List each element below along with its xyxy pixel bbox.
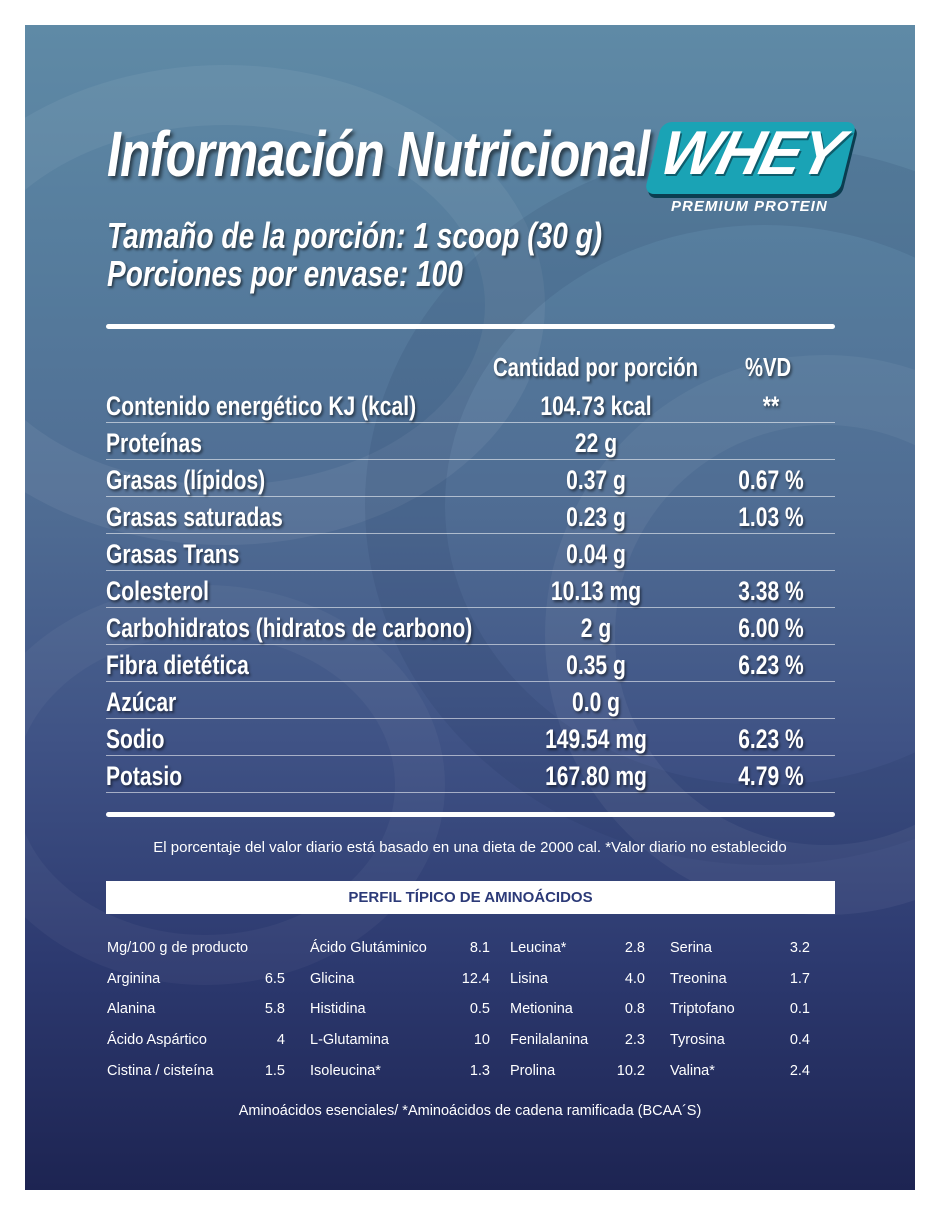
nutrient-amount: 0.04 g <box>566 539 626 569</box>
nutrient-dv: ** <box>762 391 780 421</box>
amino-name: Serina <box>670 940 712 956</box>
amino-name: Metionina <box>510 1001 573 1018</box>
divider-bottom <box>106 812 835 817</box>
nutrient-dv: 4.79 % <box>738 761 804 791</box>
amino-name: Fenilalanina <box>510 1032 589 1049</box>
amino-value: 1.5 <box>264 1062 285 1079</box>
amino-title-bar: PERFIL TÍPICO DE AMINOÁCIDOS <box>106 881 835 914</box>
nutrient-name: Sodio <box>106 724 165 754</box>
amino-footer: Aminoácidos esenciales/ *Aminoácidos de … <box>238 1103 702 1119</box>
amino-name: Ácido Glutáminico <box>310 940 427 956</box>
amino-value: 10 <box>473 1032 490 1049</box>
servings-per-container: Porciones por envase: 100 <box>107 253 463 294</box>
table-row: Grasas (lípidos) 0.37 g 0.67 % <box>106 459 835 497</box>
nutrient-amount: 2 g <box>580 613 612 643</box>
table-row: Carbohidratos (hidratos de carbono) 2 g 6.… <box>106 607 835 645</box>
amino-value: 0.8 <box>624 1001 645 1018</box>
amino-value: 6.5 <box>264 970 285 987</box>
amino-name: Treonina <box>670 970 727 987</box>
amino-name: Ácido Aspártico <box>107 1032 207 1049</box>
amino-value: 10.2 <box>616 1062 645 1079</box>
amino-value: 5.8 <box>264 1001 285 1018</box>
whey-logo: WHEY PREMIUM PROTEIN <box>644 119 857 222</box>
logo-tagline: PREMIUM PROTEIN <box>671 198 828 215</box>
table-row: Sodio 149.54 mg 6.23 % <box>106 718 835 756</box>
amino-name: Tyrosina <box>670 1032 725 1049</box>
nutrient-dv: 0.67 % <box>738 465 804 495</box>
nutrient-name: Potasio <box>106 761 183 791</box>
nutrient-amount: 0.0 g <box>572 687 620 717</box>
table-row: Potasio 167.80 mg 4.79 % <box>106 755 835 793</box>
table-row: Contenido energético KJ (kcal) 104.73 kca… <box>106 385 835 423</box>
divider-top <box>106 324 835 329</box>
label-panel: Información Nutricional Tamaño de la por… <box>25 25 915 1190</box>
table-row: Fibra dietética 0.35 g 6.23 % <box>106 644 835 682</box>
amino-title: PERFIL TÍPICO DE AMINOÁCIDOS <box>348 889 593 906</box>
nutrient-name: Carbohidratos (hidratos de carbono) <box>106 613 473 643</box>
amino-name: Prolina <box>510 1062 556 1079</box>
amino-name: Valina* <box>670 1062 715 1079</box>
amino-name: Leucina* <box>510 940 567 956</box>
amino-name: Lisina <box>510 970 548 987</box>
nutrient-name: Azúcar <box>106 687 177 717</box>
amino-name: Triptofano <box>670 1001 735 1018</box>
nutrient-amount: 0.23 g <box>566 502 626 532</box>
amino-unit-label: Mg/100 g de producto <box>107 940 249 956</box>
amino-value: 1.3 <box>469 1062 490 1079</box>
page-title: Información Nutricional <box>107 118 650 190</box>
amino-value: 8.1 <box>469 940 490 956</box>
amino-name: Histidina <box>310 1001 366 1018</box>
amino-name: Isoleucina* <box>310 1062 381 1079</box>
nutrient-dv: 6.23 % <box>738 724 804 754</box>
amino-value: 4 <box>276 1032 285 1049</box>
nutrient-name: Colesterol <box>106 576 209 606</box>
amino-name: Glicina <box>310 970 355 987</box>
amino-value: 2.4 <box>789 1062 810 1079</box>
nutrient-dv: 1.03 % <box>738 502 804 532</box>
amino-value: 0.5 <box>469 1001 490 1018</box>
daily-value-footnote: El porcentaje del valor diario está basa… <box>153 839 787 856</box>
nutrient-dv: 6.00 % <box>738 613 804 643</box>
amino-value: 0.1 <box>789 1001 810 1018</box>
amino-name: Arginina <box>107 970 161 987</box>
amino-value: 0.4 <box>789 1032 810 1049</box>
table-row: Azúcar 0.0 g <box>106 681 835 719</box>
nutrient-name: Fibra dietética <box>106 650 249 680</box>
table-row: Colesterol 10.13 mg 3.38 % <box>106 570 835 608</box>
nutrient-amount: 22 g <box>574 428 618 458</box>
nutrient-name: Contenido energético KJ (kcal) <box>106 391 417 421</box>
nutrient-name: Grasas (lípidos) <box>106 465 266 495</box>
amino-value: 4.0 <box>624 970 645 987</box>
serving-size: Tamaño de la porción: 1 scoop (30 g) <box>107 215 603 256</box>
table-row: Proteínas 22 g <box>106 422 835 460</box>
logo-word: WHEY <box>653 119 849 188</box>
col-amount-header: Cantidad por porción <box>493 352 699 382</box>
nutrient-amount: 0.37 g <box>566 465 626 495</box>
nutrient-amount: 167.80 mg <box>545 761 647 791</box>
nutrient-name: Grasas Trans <box>106 539 240 569</box>
nutrient-amount: 149.54 mg <box>545 724 647 754</box>
amino-value: 2.8 <box>624 940 645 956</box>
logo-badge: WHEY <box>644 119 857 194</box>
col-dv-header: %VD <box>745 352 792 382</box>
nutrient-amount: 104.73 kcal <box>540 391 652 421</box>
nutrient-name: Grasas saturadas <box>106 502 283 532</box>
amino-name: L-Glutamina <box>310 1032 389 1049</box>
amino-value: 3.2 <box>789 940 810 956</box>
amino-name: Alanina <box>107 1001 156 1018</box>
nutrient-amount: 0.35 g <box>566 650 626 680</box>
nutrient-dv: 3.38 % <box>738 576 804 606</box>
table-row: Grasas saturadas 0.23 g 1.03 % <box>106 496 835 534</box>
amino-value: 2.3 <box>624 1032 645 1049</box>
nutrient-dv: 6.23 % <box>738 650 804 680</box>
amino-value: 12.4 <box>461 970 490 987</box>
amino-value: 1.7 <box>789 970 810 987</box>
nutrient-amount: 10.13 mg <box>550 576 642 606</box>
nutrient-name: Proteínas <box>106 428 202 458</box>
amino-name: Cistina / cisteína <box>107 1062 214 1079</box>
table-row: Grasas Trans 0.04 g <box>106 533 835 571</box>
